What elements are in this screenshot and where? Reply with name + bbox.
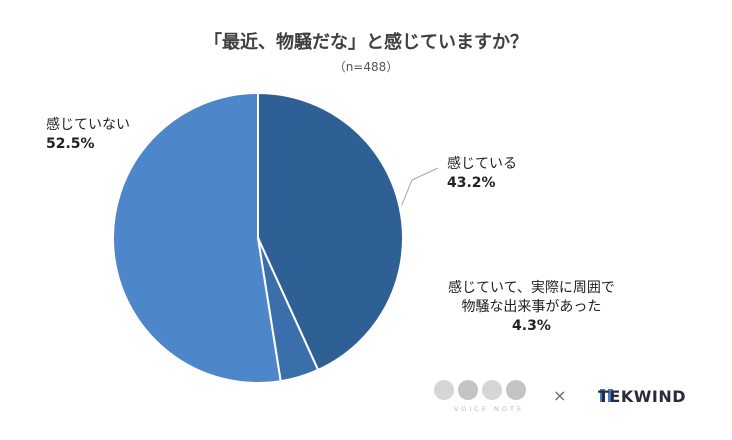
leader-line [401, 167, 439, 206]
pie-slice-feel [257, 91, 404, 372]
slice-value-label: 43.2% [447, 175, 496, 191]
slice-label-text: 感じている [447, 156, 517, 172]
chart-subtitle: （n=488） [333, 60, 399, 74]
slice-label-feel: 感じている 43.2% [447, 155, 517, 193]
slice-label-text: 感じていない [46, 117, 130, 133]
slice-label-text-line1: 感じていて、実際に周囲で [448, 280, 615, 296]
slice-value-label: 52.5% [46, 136, 95, 152]
slice-value-label: 4.3% [512, 318, 551, 334]
voice-note-logo [434, 380, 613, 402]
pie-slice-not-feel [112, 91, 282, 384]
collab-times-sign: × [553, 386, 567, 405]
slice-label-text-line2: 物騒な出来事があった [461, 299, 602, 315]
slice-label-not-feel: 感じていない 52.5% [46, 116, 130, 154]
tekwind-logo: TEKWIND [598, 387, 687, 406]
slice-label-feel-and-incident: 感じていて、実際に周囲で 物騒な出来事があった 4.3% [448, 279, 615, 336]
tekwind-mark-icon [600, 389, 605, 402]
chart-title: 「最近、物騒だな」と感じていますか？ [204, 32, 528, 53]
voice-note-wordmark: VOICE NOTE [453, 405, 525, 413]
